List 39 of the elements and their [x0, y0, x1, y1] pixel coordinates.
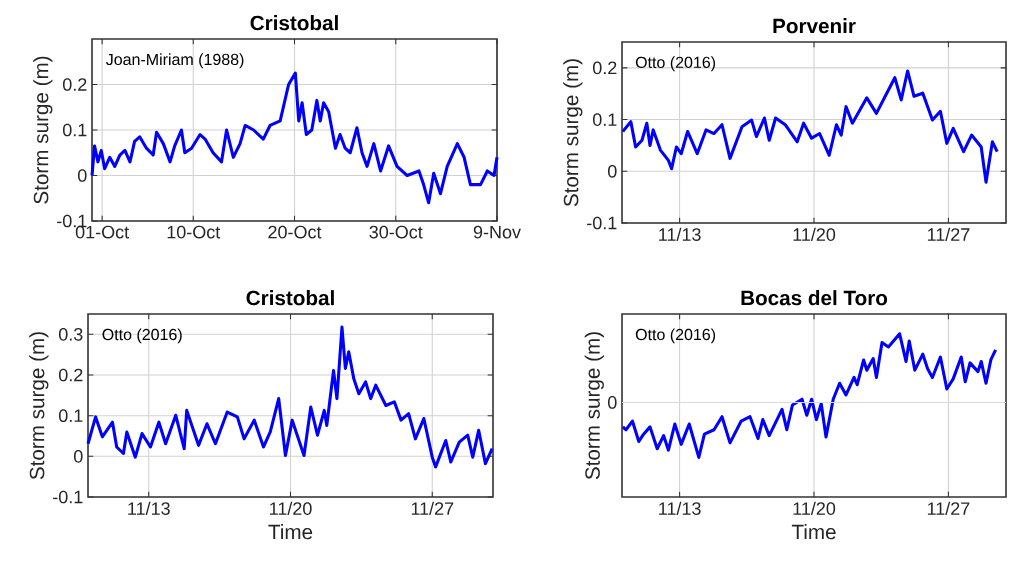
x-tick-label: 11/27: [927, 501, 970, 515]
y-tick-label: 0.2: [62, 78, 87, 91]
x-tick-label: 11/27: [411, 501, 454, 515]
x-tick-label: 11/20: [793, 501, 836, 515]
y-axis-title: Storm surge (m): [29, 332, 49, 480]
x-tick-label: 11/20: [793, 227, 836, 241]
chart-title: Cristobal: [250, 15, 338, 31]
annotation: Otto (2016): [102, 328, 182, 344]
chart-title: Porvenir: [773, 18, 856, 34]
x-tick-label: 11/27: [927, 227, 970, 241]
y-tick-label: -0.1: [587, 216, 617, 230]
y-tick-label: -0.1: [53, 490, 83, 504]
y-tick-label: 0.1: [592, 113, 617, 126]
x-tick-label: 10-Oct: [167, 225, 221, 239]
y-tick-label: 0.1: [58, 409, 83, 423]
y-tick-label: 0.2: [58, 368, 83, 382]
y-tick-label: 0: [608, 164, 617, 178]
y-tick-label: 0.3: [58, 327, 83, 341]
x-tick-label: 11/20: [270, 501, 312, 515]
y-tick-label: 0: [74, 449, 83, 463]
y-tick-label: 0.2: [592, 61, 617, 75]
y-axis-title: Storm surge (m): [33, 56, 53, 204]
x-tick-label: 9-Nov: [473, 225, 521, 239]
x-tick-label: 11/13: [659, 227, 701, 241]
y-axis-title: Storm surge (m): [563, 59, 583, 207]
y-tick-label: 0: [77, 169, 87, 182]
x-tick-label: 11/13: [128, 501, 170, 515]
chart-title: Cristobal: [246, 290, 334, 306]
x-axis-title: Time: [268, 524, 313, 540]
x-tick-label: 20-Oct: [268, 225, 322, 239]
y-axis-title: Storm surge (m): [584, 332, 604, 480]
annotation: Otto (2016): [635, 328, 716, 344]
annotation: Otto (2016): [635, 56, 716, 72]
x-tick-label: 11/13: [659, 501, 701, 515]
chart-title: Bocas del Toro: [741, 290, 888, 306]
x-tick-label: 30-Oct: [369, 225, 423, 239]
x-axis-title: Time: [791, 524, 836, 540]
y-tick-label: 0.1: [62, 123, 87, 137]
annotation: Joan-Miriam (1988): [106, 53, 244, 69]
